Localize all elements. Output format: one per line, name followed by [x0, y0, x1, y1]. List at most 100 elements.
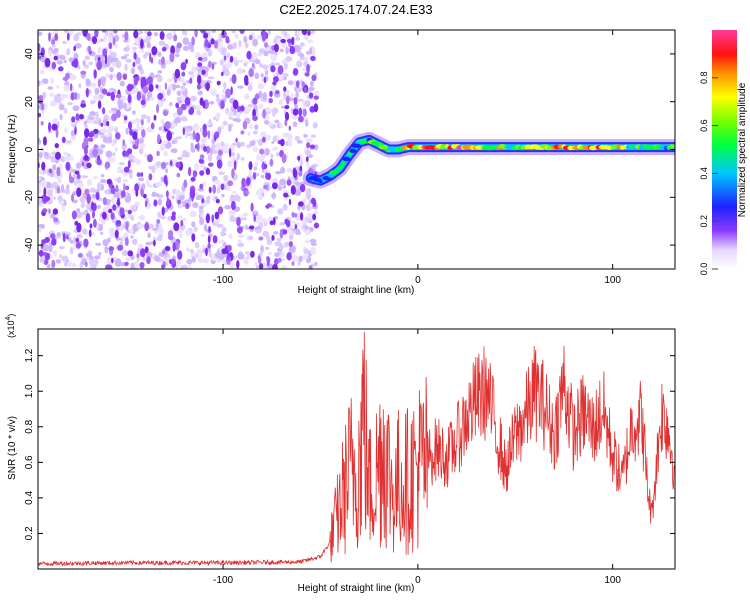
- noise-blob: [182, 127, 185, 136]
- signal-mark: [336, 165, 343, 170]
- noise-blob: [202, 124, 207, 131]
- noise-blob: [192, 130, 196, 140]
- noise-blob: [161, 206, 165, 216]
- noise-blob-pale: [215, 112, 221, 120]
- noise-blob: [298, 107, 303, 117]
- noise-blob: [170, 45, 176, 55]
- noise-blob: [153, 239, 156, 247]
- noise-blob-pale: [93, 255, 101, 260]
- noise-blob-pale: [243, 257, 249, 265]
- noise-blob-pale: [242, 212, 249, 217]
- noise-blob-pale: [249, 140, 256, 146]
- noise-blob-pale: [259, 63, 263, 68]
- noise-blob-pale: [180, 78, 186, 83]
- noise-blob: [140, 99, 146, 105]
- noise-blob: [197, 62, 203, 67]
- noise-blob-pale: [124, 209, 129, 213]
- noise-blob-pale: [160, 176, 165, 183]
- noise-blob-pale: [115, 60, 122, 69]
- noise-blob-pale: [286, 167, 293, 173]
- noise-blob: [306, 142, 310, 149]
- noise-blob-pale: [282, 203, 288, 211]
- noise-blob-pale: [310, 246, 317, 255]
- noise-blob-pale: [220, 125, 225, 129]
- noise-blob-pale: [285, 56, 293, 62]
- noise-blob-pale: [100, 174, 105, 178]
- noise-blob: [199, 183, 204, 190]
- noise-blob-pale: [271, 141, 275, 144]
- noise-blob-pale: [257, 214, 263, 221]
- noise-blob-pale: [232, 118, 240, 122]
- noise-blob-pale: [291, 115, 299, 120]
- svg-text:(x104): (x104): [5, 314, 16, 338]
- noise-blob-pale: [82, 59, 86, 67]
- noise-blob: [236, 260, 240, 269]
- noise-blob-pale: [210, 88, 217, 96]
- colorbar-tick-label: 0.4: [699, 167, 709, 180]
- noise-blob-pale: [61, 184, 65, 193]
- noise-blob-pale: [190, 248, 194, 254]
- noise-blob-pale: [313, 210, 319, 215]
- noise-blob-pale: [273, 231, 279, 235]
- noise-blob-pale: [98, 251, 102, 256]
- noise-blob: [71, 210, 77, 220]
- noise-blob-pale: [132, 110, 136, 115]
- noise-blob-pale: [147, 232, 151, 239]
- noise-blob: [280, 38, 287, 44]
- noise-blob-pale: [305, 119, 309, 127]
- noise-blob: [40, 121, 44, 126]
- noise-blob-pale: [267, 251, 272, 256]
- noise-blob-pale: [232, 42, 238, 50]
- noise-blob: [162, 110, 169, 117]
- noise-blob-pale: [193, 226, 198, 232]
- noise-blob-pale: [194, 163, 200, 171]
- noise-blob-pale: [171, 139, 175, 145]
- noise-blob-pale: [248, 235, 254, 241]
- noise-blob: [169, 160, 173, 166]
- noise-blob-pale: [111, 196, 116, 204]
- signal-mark: [382, 144, 389, 150]
- noise-blob-pale: [174, 53, 180, 58]
- noise-blob-pale: [175, 136, 183, 140]
- noise-blob-pale: [288, 97, 295, 102]
- noise-blob-pale: [296, 60, 303, 68]
- noise-blob: [217, 149, 223, 156]
- noise-blob: [199, 154, 205, 160]
- noise-blob: [134, 183, 140, 192]
- noise-blob: [286, 179, 292, 186]
- noise-blob: [41, 103, 45, 111]
- noise-blob: [71, 116, 76, 123]
- noise-blob-pale: [109, 66, 114, 73]
- noise-blob: [199, 170, 205, 176]
- noise-blob-pale: [253, 166, 258, 171]
- noise-blob: [135, 137, 140, 147]
- noise-blob-pale: [233, 56, 238, 62]
- noise-blob: [86, 193, 91, 204]
- noise-blob-pale: [66, 184, 70, 190]
- noise-blob: [144, 200, 148, 208]
- noise-blob-pale: [224, 70, 230, 77]
- noise-blob-pale: [114, 259, 122, 267]
- noise-blob-pale: [181, 264, 188, 269]
- noise-blob-pale: [157, 70, 163, 74]
- signal-mark: [342, 156, 351, 162]
- noise-blob: [92, 203, 97, 212]
- noise-blob-pale: [271, 193, 277, 199]
- noise-blob-pale: [279, 222, 286, 226]
- noise-blob-pale: [56, 85, 60, 89]
- noise-blob: [72, 58, 79, 68]
- noise-blob-pale: [201, 52, 208, 59]
- noise-blob-pale: [63, 59, 67, 64]
- noise-blob-pale: [261, 218, 268, 223]
- noise-blob-pale: [237, 252, 245, 260]
- noise-blob-pale: [97, 148, 104, 155]
- noise-blob-pale: [235, 112, 241, 119]
- noise-blob: [94, 30, 99, 38]
- noise-blob: [75, 113, 80, 121]
- noise-blob: [132, 131, 138, 140]
- noise-blob-pale: [47, 199, 53, 205]
- noise-blob-pale: [67, 260, 72, 268]
- noise-blob: [284, 105, 290, 110]
- noise-blob-pale: [257, 52, 263, 57]
